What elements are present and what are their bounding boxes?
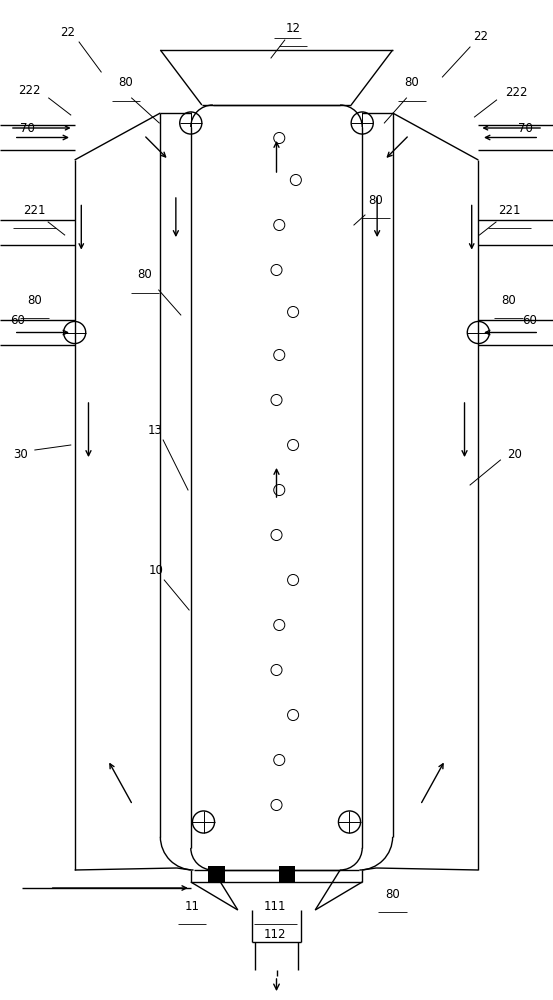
Text: 221: 221	[23, 204, 45, 217]
Text: 80: 80	[405, 77, 419, 90]
Bar	[208, 866, 225, 882]
Text: 10: 10	[149, 564, 163, 576]
Bar	[279, 866, 295, 882]
Text: 80: 80	[28, 294, 42, 306]
Text: 70: 70	[20, 121, 35, 134]
Text: 80: 80	[138, 268, 152, 282]
Text: 11: 11	[184, 900, 200, 912]
Text: 22: 22	[60, 25, 76, 38]
Text: 22: 22	[473, 30, 489, 43]
Text: 111: 111	[264, 900, 286, 912]
Text: 80: 80	[119, 77, 133, 90]
Text: 221: 221	[499, 204, 521, 217]
Text: 12: 12	[285, 21, 301, 34]
Text: 222: 222	[505, 86, 527, 99]
Text: 80: 80	[385, 888, 400, 900]
Text: 222: 222	[18, 84, 40, 97]
Text: 20: 20	[507, 448, 521, 462]
Text: 13: 13	[148, 424, 162, 436]
Text: 30: 30	[14, 448, 28, 462]
Text: 70: 70	[518, 121, 533, 134]
Text: 80: 80	[502, 294, 516, 306]
Text: 60: 60	[523, 314, 537, 326]
Text: 112: 112	[264, 928, 286, 940]
Text: 80: 80	[369, 194, 383, 207]
Text: 60: 60	[11, 314, 25, 326]
